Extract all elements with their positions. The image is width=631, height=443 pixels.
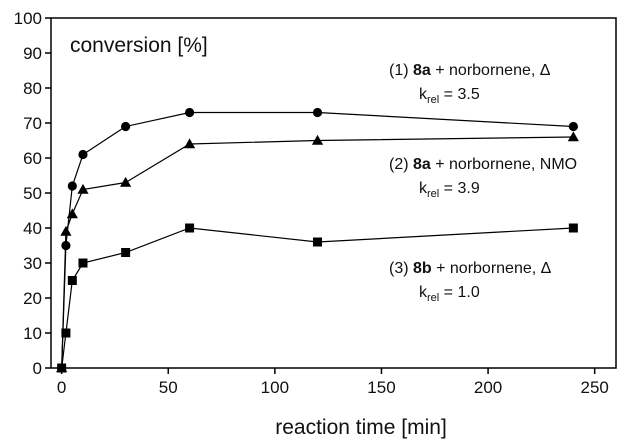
annotation-1-line1: (1) 8a + norbornene, Δ	[389, 62, 551, 79]
y-tick-label: 10	[23, 324, 42, 343]
y-tick-label: 80	[23, 79, 42, 98]
series-3-line	[61, 227, 574, 369]
x-tick-label: 150	[367, 378, 395, 397]
series-3-point	[67, 276, 77, 285]
annotation-3-line1: (3) 8b + norbornene, Δ	[389, 260, 552, 277]
y-axis-title: conversion [%]	[70, 34, 208, 57]
series-2-point	[311, 134, 324, 145]
y-tick-label: 90	[23, 44, 42, 63]
series-3-point	[568, 223, 578, 233]
series-2-point	[66, 208, 78, 219]
y-tick-label: 70	[23, 114, 42, 133]
annotation-3-line2: krel = 1.0	[419, 284, 480, 304]
series-3-point	[185, 223, 195, 233]
series-3-point	[78, 258, 88, 268]
x-tick-label: 0	[57, 378, 66, 397]
series-2-point	[77, 183, 89, 194]
y-tick-label: 40	[23, 219, 42, 238]
y-tick-label: 100	[14, 9, 42, 28]
series-2-point	[183, 138, 196, 149]
series-1-point	[568, 121, 578, 132]
series-2-point	[120, 176, 132, 187]
x-axis-title: reaction time [min]	[275, 416, 447, 439]
annotation-2-line1: (2) 8a + norbornene, NMO	[389, 156, 577, 173]
series-1-point	[78, 149, 88, 160]
series-1-point	[184, 107, 195, 118]
y-tick-label: 0	[33, 359, 42, 378]
series-1-point	[61, 240, 71, 251]
series-2-point	[567, 131, 579, 142]
annotation-1-line2: krel = 3.5	[419, 86, 480, 106]
series-3-point	[57, 363, 67, 373]
series-2-point	[60, 225, 72, 236]
x-tick-label: 100	[261, 378, 289, 397]
x-tick-label: 50	[159, 378, 178, 397]
series-3-point	[313, 237, 323, 247]
x-tick-label: 250	[580, 378, 608, 397]
series-1-point	[67, 181, 77, 191]
series-3-point	[121, 248, 131, 257]
y-tick-label: 30	[23, 254, 42, 273]
series-1-point	[121, 121, 131, 132]
series-1-point	[312, 107, 323, 118]
y-tick-label: 50	[23, 184, 42, 203]
x-tick-label: 200	[474, 378, 502, 397]
series-3-point	[61, 328, 71, 338]
annotation-2-line2: krel = 3.9	[419, 180, 480, 200]
y-tick-label: 60	[23, 149, 42, 168]
y-tick-label: 20	[23, 289, 42, 308]
